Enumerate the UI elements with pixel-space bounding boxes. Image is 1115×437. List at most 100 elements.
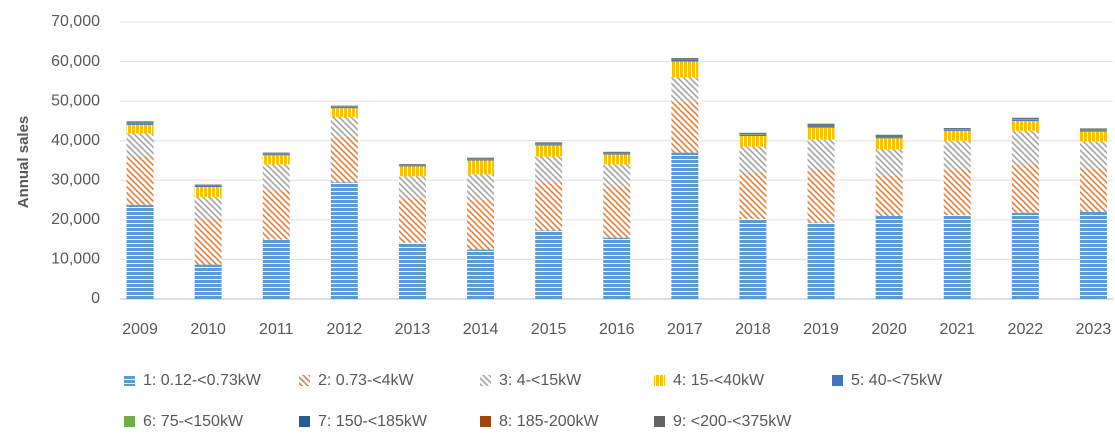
- x-tick-label: 2012: [327, 321, 363, 338]
- bar-segment: [399, 176, 426, 198]
- bar-segment: [1012, 120, 1039, 121]
- x-tick-label: 2013: [395, 321, 431, 338]
- bar-segment: [944, 215, 971, 299]
- bar-segment: [603, 164, 630, 186]
- bar-segment: [1012, 213, 1039, 299]
- bar-segment: [263, 155, 290, 164]
- bar-segment: [671, 102, 698, 153]
- bar-segment: [127, 121, 154, 122]
- bar-segment: [263, 190, 290, 239]
- bar-segment: [331, 107, 358, 108]
- bar-segment: [603, 152, 630, 153]
- legend-swatch: [654, 375, 665, 386]
- y-tick-label: 0: [91, 290, 100, 307]
- bar-segment: [535, 144, 562, 145]
- bar-segment: [671, 77, 698, 102]
- bar-segment: [876, 136, 903, 137]
- bar-segment: [808, 125, 835, 126]
- x-tick-label: 2009: [122, 321, 158, 338]
- bar-segment: [535, 142, 562, 143]
- bar-segment: [1012, 119, 1039, 120]
- bar-segment: [399, 198, 426, 243]
- bar-segment: [331, 108, 358, 117]
- bar-segment: [739, 134, 766, 135]
- bar-segment: [263, 164, 290, 190]
- bar-segment: [1080, 128, 1107, 129]
- x-tick-label: 2017: [667, 321, 703, 338]
- bar-segment: [127, 157, 154, 205]
- legend-swatch: [299, 375, 310, 386]
- legend-label: 8: 185-200kW: [499, 413, 600, 430]
- y-tick-label: 60,000: [51, 53, 100, 70]
- bar-segment: [535, 144, 562, 145]
- bar-segment: [876, 137, 903, 138]
- x-tick-label: 2019: [803, 321, 839, 338]
- bar-segment: [467, 250, 494, 299]
- x-tick-label: 2014: [463, 321, 499, 338]
- legend-label: 7: 150-<185kW: [318, 413, 428, 430]
- bar-segment: [127, 123, 154, 125]
- bar-segment: [876, 216, 903, 299]
- x-tick-label: 2010: [190, 321, 226, 338]
- bar-segment: [1012, 164, 1039, 212]
- bar-segment: [263, 240, 290, 299]
- legend-label: 3: 4-<15kW: [499, 372, 582, 389]
- bar-segment: [808, 124, 835, 125]
- bar-segment: [1080, 142, 1107, 169]
- bar-segment: [671, 60, 698, 62]
- bar-segment: [399, 243, 426, 299]
- legend-swatch: [480, 416, 491, 427]
- bar-segment: [603, 153, 630, 154]
- bar-segment: [1080, 130, 1107, 131]
- x-tick-label: 2020: [871, 321, 907, 338]
- bar-segment: [808, 140, 835, 170]
- bar-segment: [876, 175, 903, 216]
- bar-segment: [876, 149, 903, 175]
- bar-segment: [739, 136, 766, 147]
- bar-segment: [876, 137, 903, 138]
- x-tick-label: 2021: [939, 321, 975, 338]
- bar-segment: [944, 129, 971, 130]
- bar-segment: [808, 126, 835, 128]
- bar-segment: [467, 158, 494, 159]
- y-tick-label: 40,000: [51, 132, 100, 149]
- bar-segment: [331, 117, 358, 137]
- bar-segment: [195, 187, 222, 197]
- legend-label: 2: 0.73-<4kW: [318, 372, 415, 389]
- bar-segment: [739, 219, 766, 299]
- x-tick-label: 2022: [1008, 321, 1044, 338]
- bar-segment: [535, 143, 562, 144]
- bar-segment: [535, 231, 562, 299]
- bar-segment: [1080, 132, 1107, 142]
- legend-swatch: [299, 416, 310, 427]
- bar-segment: [671, 62, 698, 78]
- bar-segment: [331, 182, 358, 299]
- bar-segment: [603, 155, 630, 165]
- bar-segment: [399, 165, 426, 166]
- bar-segment: [808, 169, 835, 222]
- legend-label: 1: 0.12-<0.73kW: [143, 372, 262, 389]
- bar-segment: [331, 137, 358, 183]
- y-axis-label: Annual sales: [15, 116, 32, 209]
- bar-segment: [808, 223, 835, 299]
- bar-segment: [467, 200, 494, 249]
- bar-segment: [1080, 130, 1107, 131]
- bar-segment: [195, 219, 222, 265]
- bar-segment: [1012, 121, 1039, 131]
- bar-segment: [467, 174, 494, 200]
- bar-segment: [671, 58, 698, 59]
- bar-segment: [467, 159, 494, 160]
- x-tick-label: 2015: [531, 321, 567, 338]
- bar-segment: [1080, 212, 1107, 299]
- bar-segment: [671, 59, 698, 60]
- legend-swatch: [124, 375, 135, 386]
- bar-segment: [944, 130, 971, 131]
- bar-segment: [944, 128, 971, 129]
- y-tick-label: 70,000: [51, 13, 100, 30]
- bar-segment: [467, 161, 494, 175]
- legend-swatch: [832, 375, 843, 386]
- x-tick-label: 2023: [1076, 321, 1112, 338]
- bar-segment: [739, 135, 766, 136]
- legend-label: 9: <200-<375kW: [673, 413, 792, 430]
- legend-label: 5: 40-<75kW: [851, 372, 943, 389]
